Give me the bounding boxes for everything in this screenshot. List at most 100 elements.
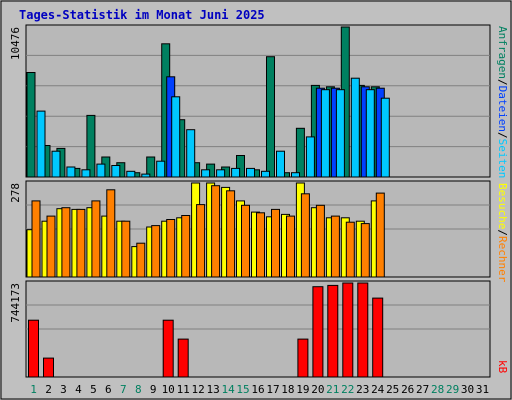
bar-anfragen-day-15 [236, 155, 245, 178]
x-tick-label-day-25: 25 [386, 383, 399, 396]
x-tick-label-day-27: 27 [416, 383, 429, 396]
y-axis-max-label: 744173 [9, 283, 22, 323]
bar-kb-day-23 [357, 282, 369, 378]
x-tick-label-day-11: 11 [177, 383, 190, 396]
bar-rechner-day-17 [271, 208, 280, 278]
bar-rechner-day-5 [91, 200, 101, 278]
x-tick-label-day-20: 20 [311, 383, 324, 396]
bar-kb-day-24 [372, 297, 384, 378]
bar-seiten-day-8 [141, 173, 151, 178]
bar-seiten-day-5 [96, 163, 106, 178]
bar-seiten-day-4 [81, 169, 91, 178]
x-tick-label-day-29: 29 [446, 383, 459, 396]
x-tick-label-day-23: 23 [356, 383, 369, 396]
bar-kb-day-10 [162, 319, 174, 378]
x-tick-label-day-8: 8 [135, 383, 142, 396]
legend-entry-slash: / [496, 132, 509, 139]
x-tick-label-day-13: 13 [206, 383, 219, 396]
bar-seiten-day-12 [201, 169, 211, 178]
legend-entry-dateien: Dateien [496, 86, 509, 132]
x-tick-label-day-24: 24 [371, 383, 385, 396]
bar-seiten-day-14 [231, 167, 241, 178]
bar-rechner-day-10 [166, 219, 176, 278]
bar-anfragen-day-17 [266, 56, 275, 178]
bar-seiten-day-15 [246, 167, 255, 178]
x-tick-label-day-28: 28 [431, 383, 444, 396]
bar-rechner-day-1 [31, 200, 41, 278]
bar-seiten-day-11 [186, 129, 196, 178]
legend-entry-besuche: Besuche [496, 183, 509, 229]
x-tick-label-day-19: 19 [296, 383, 309, 396]
x-tick-label-day-16: 16 [251, 383, 264, 396]
bar-kb-day-1 [28, 319, 39, 378]
bar-rechner-day-21 [330, 215, 340, 278]
bar-kb-day-20 [312, 286, 324, 378]
legend-requests-files-pages: Anfragen/Dateien/Seiten [496, 26, 509, 178]
x-tick-label-day-3: 3 [60, 383, 67, 396]
bar-rechner-day-20 [315, 204, 325, 278]
legend-entry-slash: / [496, 229, 509, 236]
bar-seiten-day-3 [66, 166, 76, 178]
x-tick-label-day-21: 21 [326, 383, 339, 396]
x-tick-label-day-9: 9 [150, 383, 157, 396]
bar-rechner-day-4 [76, 208, 86, 278]
bar-kb-day-21 [327, 284, 339, 378]
bar-rechner-day-19 [300, 193, 310, 278]
x-tick-label-day-10: 10 [162, 383, 175, 396]
x-tick-label-day-7: 7 [120, 383, 127, 396]
x-tick-label-day-2: 2 [45, 383, 52, 396]
x-tick-label-day-5: 5 [90, 383, 97, 396]
bar-rechner-day-15 [241, 204, 250, 278]
panel-2: 278 [9, 180, 491, 278]
bar-anfragen-day-19 [295, 127, 305, 178]
bar-seiten-day-9 [156, 160, 166, 178]
bar-seiten-day-17 [276, 150, 285, 178]
x-tick-label-day-12: 12 [191, 383, 204, 396]
bar-rechner-day-7 [121, 220, 131, 278]
x-tick-label-day-1: 1 [30, 383, 37, 396]
bar-seiten-day-24 [380, 97, 390, 178]
legend-entry-anfragen: Anfragen [496, 26, 509, 79]
bar-rechner-day-14 [226, 190, 236, 278]
x-tick-label-day-4: 4 [75, 383, 82, 396]
x-tick-label-day-18: 18 [281, 383, 294, 396]
bar-seiten-day-22 [350, 77, 360, 178]
bar-rechner-day-6 [106, 189, 116, 278]
x-tick-label-day-22: 22 [341, 383, 354, 396]
bar-seiten-day-23 [365, 89, 375, 178]
legend-entry-seiten: Seiten [496, 139, 509, 179]
bar-anfragen-day-9 [146, 156, 156, 178]
x-tick-label-day-17: 17 [266, 383, 279, 396]
bar-rechner-day-11 [181, 215, 191, 278]
legend-visits-hosts: Besuche/Rechner [496, 183, 509, 283]
bar-rechner-day-2 [46, 215, 56, 278]
chart-title: Tages-Statistik im Monat Juni 2025 [19, 8, 265, 22]
bar-kb-day-11 [177, 338, 189, 378]
bar-rechner-day-13 [211, 185, 221, 278]
y-axis-max-label: 10476 [9, 27, 22, 60]
bar-seiten-day-2 [51, 150, 61, 178]
legend-entry-slash: / [496, 79, 509, 86]
bar-seiten-day-10 [171, 96, 181, 178]
legend-entry-kb: kB [496, 360, 509, 374]
bar-seiten-day-1 [36, 110, 46, 178]
bar-anfragen-day-1 [26, 72, 36, 178]
bar-rechner-day-16 [256, 212, 265, 278]
x-tick-label-day-14: 14 [221, 383, 235, 396]
bar-seiten-day-16 [261, 170, 270, 178]
bar-rechner-day-22 [345, 221, 355, 278]
bar-seiten-day-19 [305, 136, 315, 178]
bar-seiten-day-20 [320, 89, 330, 178]
y-axis-max-label: 278 [9, 183, 22, 203]
bar-rechner-day-12 [196, 204, 206, 278]
bar-seiten-day-18 [291, 172, 300, 178]
x-tick-label-day-26: 26 [401, 383, 414, 396]
bar-seiten-day-7 [126, 170, 136, 178]
bar-rechner-day-8 [136, 242, 146, 278]
x-tick-label-day-30: 30 [461, 383, 474, 396]
bar-kb-day-22 [342, 282, 354, 378]
bar-seiten-day-21 [335, 89, 345, 178]
x-tick-label-day-6: 6 [105, 383, 112, 396]
